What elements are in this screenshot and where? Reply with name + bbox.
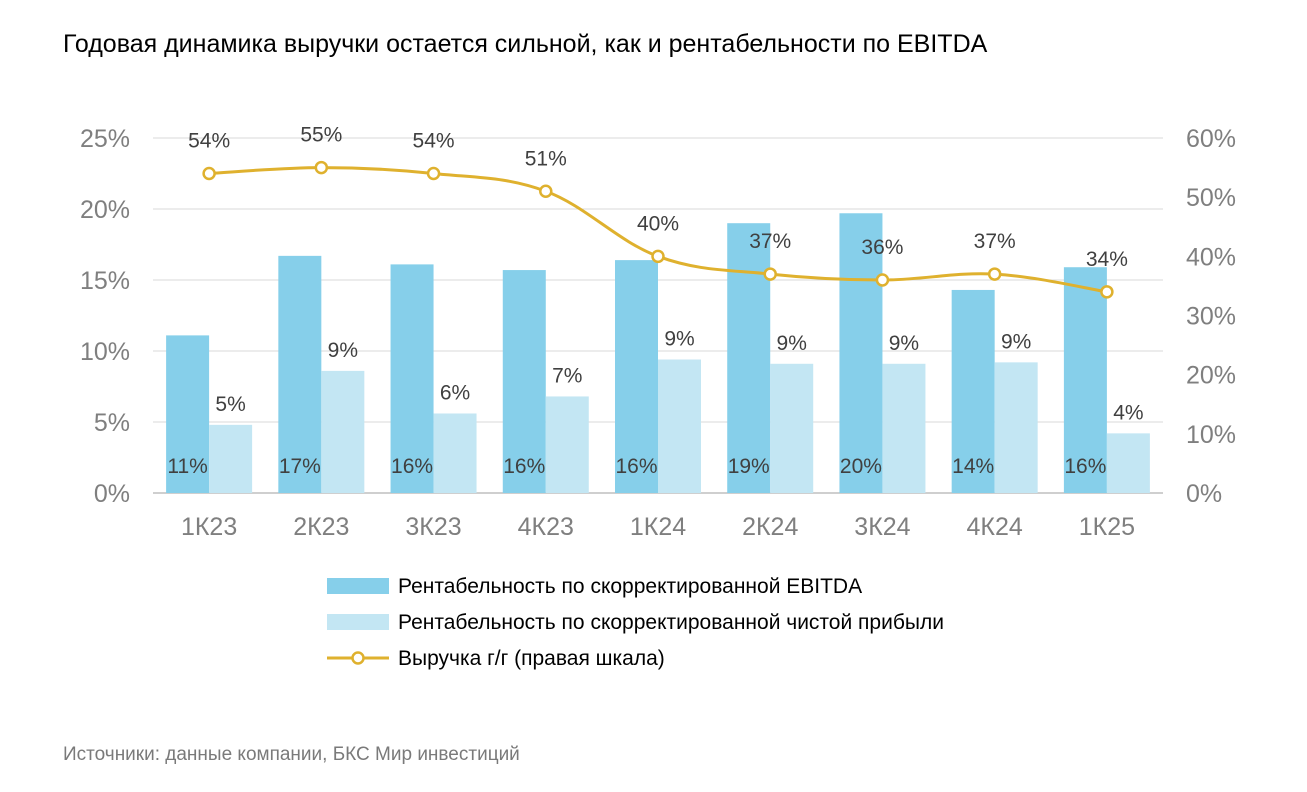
ebitda-margin-bar — [502, 270, 546, 493]
net-margin-bar — [209, 424, 253, 493]
revenue-label: 55% — [300, 124, 342, 147]
ebitda-margin-bar — [615, 260, 658, 493]
net-margin-label: 5% — [215, 393, 245, 416]
ebitda-margin-bar — [390, 264, 434, 493]
revenue-point — [651, 249, 665, 264]
right-tick-label: 30% — [1186, 303, 1236, 331]
category-label: 1К24 — [630, 513, 686, 541]
net-margin-label: 9% — [1001, 330, 1031, 353]
revenue-point — [202, 166, 216, 181]
revenue-label: 34% — [1086, 248, 1128, 271]
ebitda-margin-label: 16% — [615, 455, 657, 478]
ebitda-margin-bar — [951, 289, 995, 493]
revenue-point — [426, 166, 441, 181]
net-margin-bar — [658, 359, 701, 493]
ebitda-margin-bar — [1063, 267, 1107, 493]
net-margin-bar — [321, 370, 365, 493]
revenue-point — [1100, 285, 1114, 299]
ebitda-margin-label: 16% — [1064, 455, 1106, 478]
legend-swatch-net — [327, 614, 389, 630]
category-label: 1К23 — [181, 513, 237, 541]
revenue-label: 37% — [974, 230, 1016, 253]
net-margin-label: 9% — [777, 332, 807, 355]
category-label: 3К24 — [854, 513, 910, 541]
net-margin-bar — [1106, 433, 1150, 493]
net-margin-bar — [770, 363, 814, 493]
net-margin-bar — [545, 396, 589, 493]
ebitda-margin-bar — [839, 213, 883, 493]
left-tick-label: 5% — [94, 409, 130, 437]
net-margin-label: 7% — [552, 364, 582, 387]
data-labels: 11% 5% 17% 9% 16% 6% 16% 7% 16% 9% 19% 9% 20% 9% 14% 9%… — [167, 124, 1143, 478]
left-tick-label: 0% — [94, 480, 130, 508]
category-label: 2К23 — [293, 513, 349, 541]
ebitda-margin-label: 20% — [840, 455, 882, 478]
revenue-label: 54% — [413, 130, 455, 153]
right-tick-label: 20% — [1186, 362, 1236, 390]
bars — [166, 213, 1150, 493]
category-label: 3К23 — [405, 513, 461, 541]
category-label: 4К24 — [967, 513, 1023, 541]
revenue-label: 40% — [637, 212, 679, 235]
category-labels: 1К23 2К23 3К23 4К23 1К24 2К24 3К24 4К24 1К25 — [181, 513, 1135, 541]
left-tick-label: 25% — [80, 125, 130, 153]
legend-label-revenue: Выручка г/г (правая шкала) — [398, 647, 665, 670]
legend-label-net: Рентабельность по скорректированной чист… — [398, 611, 944, 634]
revenue-label: 51% — [525, 147, 567, 170]
revenue-point — [987, 267, 1002, 281]
category-label: 4К23 — [518, 513, 574, 541]
ebitda-margin-label: 11% — [167, 455, 207, 478]
right-tick-label: 0% — [1186, 480, 1222, 508]
chart-title: Годовая динамика выручки остается сильно… — [63, 30, 988, 58]
source-note: Источники: данные компании, БКС Мир инве… — [63, 744, 520, 765]
legend-swatch-ebitda — [327, 578, 389, 594]
revenue-point — [763, 267, 777, 281]
category-label: 2К24 — [742, 513, 798, 541]
revenue-line — [202, 160, 1114, 299]
revenue-label: 54% — [188, 130, 230, 153]
net-margin-label: 9% — [328, 339, 358, 362]
legend-swatch-revenue-marker — [351, 651, 365, 665]
category-label: 1К25 — [1079, 513, 1135, 541]
net-margin-label: 9% — [889, 332, 919, 355]
ebitda-margin-bar — [727, 223, 771, 493]
revenue-point — [875, 273, 890, 287]
net-margin-bar — [994, 362, 1038, 493]
ebitda-margin-bar — [278, 255, 322, 493]
revenue-label: 36% — [861, 236, 903, 259]
ebitda-margin-label: 16% — [391, 455, 433, 478]
legend-label-ebitda: Рентабельность по скорректированной EBIT… — [398, 575, 862, 598]
net-margin-bar — [433, 413, 477, 493]
ebitda-margin-label: 19% — [728, 455, 770, 478]
legend: Рентабельность по скорректированной EBIT… — [327, 575, 944, 670]
revenue-label: 37% — [749, 230, 791, 253]
right-tick-label: 40% — [1186, 243, 1236, 271]
revenue-point — [539, 184, 553, 198]
ebitda-margin-label: 14% — [952, 455, 994, 478]
net-margin-label: 9% — [664, 328, 694, 351]
net-margin-bar — [882, 363, 926, 493]
left-tick-label: 20% — [80, 196, 130, 224]
right-tick-label: 50% — [1186, 184, 1236, 212]
ebitda-margin-label: 17% — [279, 455, 321, 478]
left-tick-label: 10% — [80, 338, 130, 366]
net-margin-label: 6% — [440, 381, 470, 404]
net-margin-label: 4% — [1113, 401, 1143, 424]
right-axis-ticks: 0% 10% 20% 30% 40% 50% 60% — [1186, 125, 1236, 508]
ebitda-margin-label: 16% — [503, 455, 545, 478]
ebitda-margin-bar — [166, 335, 210, 493]
left-axis-ticks: 0% 5% 10% 15% 20% 25% — [80, 125, 130, 508]
left-tick-label: 15% — [80, 267, 130, 295]
right-tick-label: 60% — [1186, 125, 1236, 153]
right-tick-label: 10% — [1186, 421, 1236, 449]
revenue-point — [314, 160, 329, 175]
